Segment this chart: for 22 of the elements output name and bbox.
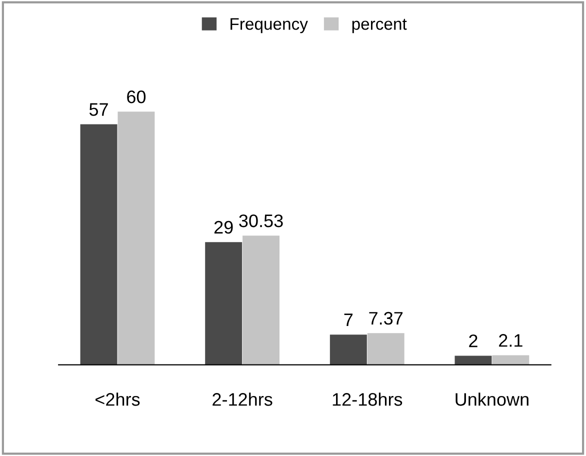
legend-label: Frequency	[230, 18, 308, 34]
bar	[80, 124, 118, 365]
data-label: 7	[344, 314, 353, 326]
x-tick-label: Unknown	[456, 392, 528, 406]
bar	[367, 333, 404, 365]
data-label: 2.1	[499, 334, 522, 347]
data-label: 57	[89, 103, 108, 116]
legend-label: percent	[352, 18, 407, 34]
data-label: 60	[127, 90, 146, 104]
bar	[492, 355, 530, 365]
bar	[330, 334, 367, 365]
data-label: 7.37	[369, 312, 403, 325]
bar	[205, 242, 242, 365]
data-label: 30.53	[239, 214, 283, 228]
x-tick-label: 2-12hrs	[212, 392, 272, 406]
x-tick-label: 12-18hrs	[332, 392, 402, 406]
bar	[242, 236, 280, 365]
bar	[454, 356, 492, 365]
data-label: 2	[469, 334, 478, 348]
x-tick-label: <2hrs	[96, 392, 140, 406]
bar	[118, 112, 155, 365]
data-label: 29	[214, 220, 233, 234]
